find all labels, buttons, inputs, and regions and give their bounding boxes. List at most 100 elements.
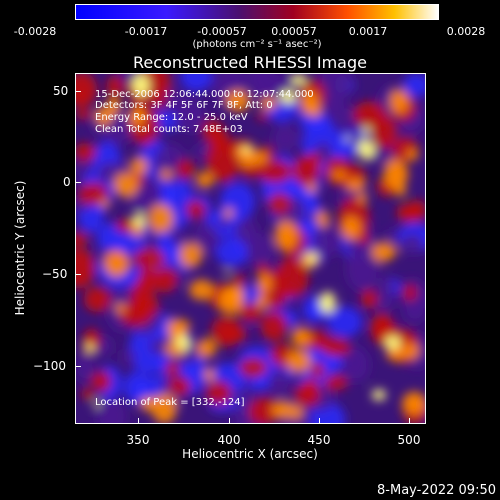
texture-blob bbox=[320, 337, 350, 357]
texture-blob bbox=[148, 204, 174, 233]
texture-blob bbox=[219, 326, 247, 343]
detectors-text: Detectors: 3F 4F 5F 6F 7F 8F, Att: 0 bbox=[95, 100, 273, 111]
colorbar-label: -0.0017 bbox=[124, 25, 168, 38]
texture-blob bbox=[288, 405, 303, 420]
texture-blob bbox=[205, 140, 240, 183]
texture-blob bbox=[342, 347, 370, 383]
y-tick-mark bbox=[75, 274, 81, 275]
texture-blob bbox=[166, 318, 191, 335]
colorbar-label: -0.00057 bbox=[197, 25, 247, 38]
texture-blob bbox=[170, 227, 186, 247]
texture-blob bbox=[316, 210, 330, 227]
texture-blob bbox=[331, 170, 347, 180]
texture-blob bbox=[232, 273, 246, 288]
image-plot bbox=[75, 73, 426, 424]
texture-blob bbox=[238, 303, 263, 322]
texture-blob bbox=[357, 192, 368, 204]
texture-blob bbox=[76, 142, 97, 162]
texture-blob bbox=[374, 294, 395, 312]
x-tick-label: 400 bbox=[217, 433, 241, 447]
texture-blob bbox=[274, 220, 298, 251]
x-tick-mark bbox=[319, 418, 320, 424]
texture-blob bbox=[223, 207, 234, 218]
texture-blob bbox=[168, 377, 191, 395]
texture-blob bbox=[401, 233, 423, 254]
texture-blob bbox=[341, 216, 361, 240]
texture-blob bbox=[128, 106, 146, 127]
texture-blob bbox=[345, 245, 380, 293]
texture-blob bbox=[131, 91, 149, 110]
texture-blob bbox=[306, 213, 320, 222]
colorbar-label: -0.0028 bbox=[13, 25, 57, 38]
texture-blob bbox=[326, 306, 363, 338]
texture-blob bbox=[76, 159, 92, 177]
texture-blob bbox=[205, 380, 232, 406]
texture-blob bbox=[371, 114, 397, 149]
texture-blob bbox=[133, 248, 166, 270]
texture-blob bbox=[311, 223, 342, 257]
texture-blob bbox=[185, 200, 206, 219]
texture-blob bbox=[76, 108, 92, 120]
texture-blob bbox=[132, 212, 145, 228]
texture-blob bbox=[259, 74, 279, 92]
colorbar-units: (photons cm⁻² s⁻¹ asec⁻²) bbox=[192, 39, 322, 50]
texture-blob bbox=[104, 251, 129, 278]
texture-blob bbox=[224, 270, 231, 276]
x-tick-label: 350 bbox=[126, 433, 150, 447]
texture-blob bbox=[345, 178, 366, 191]
y-tick-mark bbox=[75, 366, 81, 367]
texture-blob bbox=[152, 268, 178, 293]
texture-blob bbox=[216, 218, 231, 228]
texture-blob bbox=[275, 257, 309, 299]
texture-blob bbox=[274, 74, 296, 92]
texture-blob bbox=[294, 383, 320, 407]
texture-blob bbox=[292, 74, 307, 86]
texture-blob bbox=[238, 386, 252, 402]
texture-blob bbox=[384, 335, 401, 351]
x-tick-mark bbox=[229, 418, 230, 424]
texture-blob bbox=[389, 88, 409, 114]
texture-blob bbox=[239, 357, 268, 378]
texture-blob bbox=[243, 150, 268, 165]
texture-blob bbox=[386, 348, 407, 361]
peak-location-text: Location of Peak = [332,-124] bbox=[95, 397, 245, 408]
texture-blob bbox=[362, 126, 371, 135]
texture-blob bbox=[402, 343, 420, 359]
y-tick-mark bbox=[75, 91, 81, 92]
texture-blob bbox=[357, 230, 371, 245]
texture-blob bbox=[151, 393, 177, 423]
texture-blob bbox=[96, 399, 128, 423]
texture-blob bbox=[268, 368, 291, 398]
x-tick-label: 450 bbox=[307, 433, 331, 447]
x-axis-label: Heliocentric X (arcsec) bbox=[182, 447, 318, 461]
texture-blob bbox=[240, 145, 253, 153]
texture-blob bbox=[318, 74, 352, 105]
texture-blob bbox=[142, 231, 161, 253]
texture-blob bbox=[132, 74, 150, 97]
plot-title: Reconstructed RHESSI Image bbox=[133, 53, 367, 72]
texture-blob bbox=[176, 159, 196, 180]
texture-blob bbox=[204, 367, 215, 382]
texture-blob bbox=[257, 273, 272, 293]
colorbar-label: 0.0017 bbox=[348, 25, 388, 38]
texture-blob bbox=[272, 125, 300, 153]
timestamp: 8-May-2022 09:50 bbox=[377, 483, 496, 498]
texture-blob bbox=[115, 302, 126, 314]
texture-blob bbox=[195, 171, 214, 189]
texture-blob bbox=[403, 284, 417, 302]
texture-blob bbox=[308, 104, 321, 118]
texture-blob bbox=[248, 397, 280, 423]
texture-blob bbox=[76, 354, 96, 383]
texture-blob bbox=[408, 199, 425, 222]
texture-blob bbox=[324, 375, 348, 391]
texture-blob bbox=[189, 279, 215, 301]
texture-blob bbox=[218, 287, 244, 315]
texture-blob bbox=[332, 145, 354, 160]
texture-blob bbox=[160, 169, 173, 180]
texture-blob bbox=[259, 100, 270, 108]
texture-blob bbox=[208, 128, 230, 152]
texture-blob bbox=[225, 90, 251, 112]
colorbar bbox=[75, 4, 439, 20]
texture-blob bbox=[306, 253, 318, 265]
y-tick-mark bbox=[75, 182, 81, 183]
